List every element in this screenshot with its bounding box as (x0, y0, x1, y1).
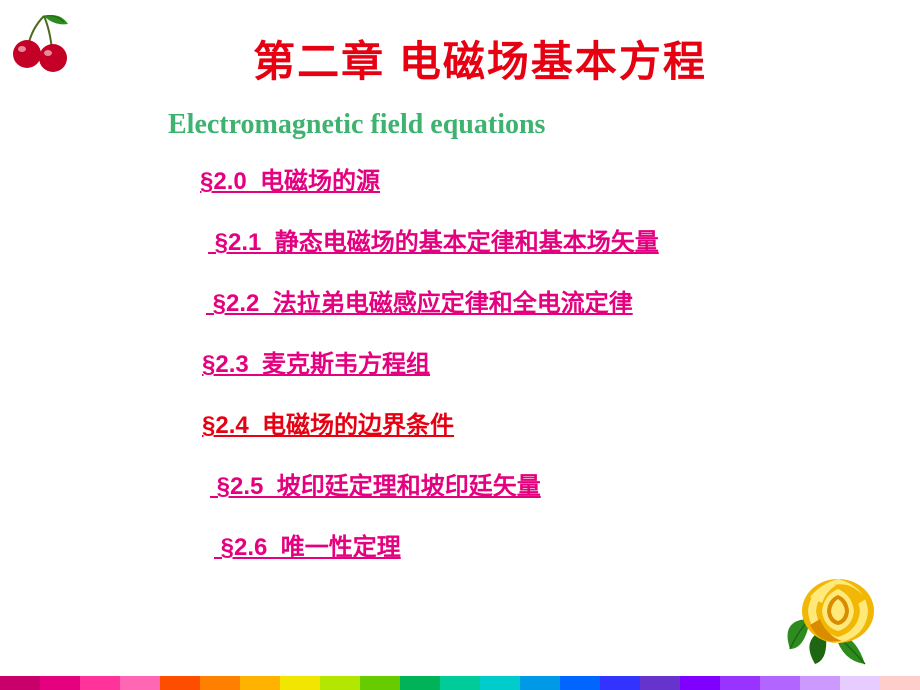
section-link-2-4[interactable]: §2.4 电磁场的边界条件 (202, 405, 920, 440)
slide: 第二章 电磁场基本方程 Electromagnetic field equati… (0, 0, 920, 690)
section-link-2-0[interactable]: §2.0 电磁场的源 (200, 161, 920, 196)
rainbow-border (0, 676, 920, 690)
chapter-subtitle: Electromagnetic field equations (168, 109, 920, 141)
section-link-2-5[interactable]: §2.5 坡印廷定理和坡印廷矢量 (210, 466, 920, 501)
section-link-2-3[interactable]: §2.3 麦克斯韦方程组 (202, 344, 920, 379)
section-link-2-6[interactable]: §2.6 唯一性定理 (214, 527, 920, 562)
section-link-2-1[interactable]: §2.1 静态电磁场的基本定律和基本场矢量 (208, 222, 920, 257)
rose-icon (770, 559, 890, 674)
cherry-icon (10, 10, 80, 81)
chapter-title: 第二章 电磁场基本方程 (40, 28, 920, 89)
sections-list: §2.0 电磁场的源 §2.1 静态电磁场的基本定律和基本场矢量 §2.2 法拉… (200, 161, 920, 562)
section-link-2-2[interactable]: §2.2 法拉弟电磁感应定律和全电流定律 (206, 283, 920, 318)
